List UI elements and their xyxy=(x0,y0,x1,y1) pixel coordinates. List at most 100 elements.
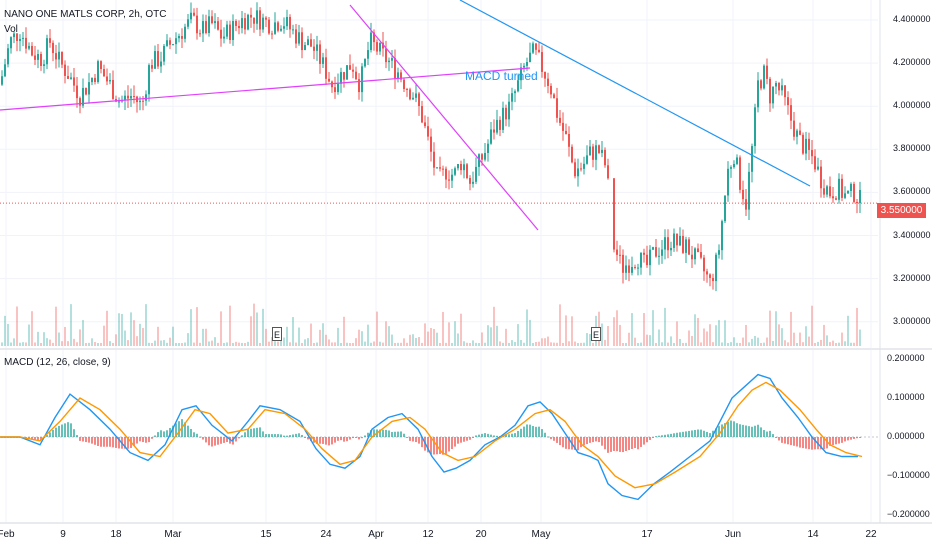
candle-body xyxy=(208,16,210,34)
macd-histogram-bar xyxy=(430,437,432,455)
volume-bar xyxy=(235,341,237,346)
macd-histogram-bar xyxy=(118,437,120,449)
candle-body xyxy=(337,83,339,93)
macd-histogram-bar xyxy=(715,428,717,437)
candle-body xyxy=(49,38,51,43)
earnings-marker[interactable]: E xyxy=(272,327,282,341)
volume-bar xyxy=(271,336,273,346)
macd-histogram-bar xyxy=(319,437,321,444)
macd-histogram-bar xyxy=(364,435,366,437)
time-axis-tick: 17 xyxy=(641,529,653,540)
candle-body xyxy=(640,252,642,268)
macd-histogram-bar xyxy=(607,437,609,453)
volume-bar xyxy=(217,342,219,346)
macd-histogram-bar xyxy=(637,437,639,450)
macd-histogram-bar xyxy=(664,434,666,437)
volume-bar xyxy=(601,323,603,346)
macd-histogram-bar xyxy=(628,437,630,451)
candle-body xyxy=(88,82,90,95)
earnings-marker[interactable]: E xyxy=(591,327,601,341)
candle-body xyxy=(856,201,858,204)
candle-body xyxy=(244,18,246,30)
volume-bar xyxy=(361,331,363,346)
macd-histogram-bar xyxy=(421,437,423,448)
macd-histogram-bar xyxy=(847,437,849,441)
macd-histogram-bar xyxy=(166,430,168,437)
volume-bar xyxy=(676,321,678,346)
volume-bar xyxy=(730,342,732,346)
candle-body xyxy=(469,178,471,184)
macd-histogram-bar xyxy=(472,437,474,438)
macd-histogram-bar xyxy=(223,437,225,443)
volume-bar xyxy=(355,338,357,346)
price-axis-tick: 4.400000 xyxy=(893,14,931,24)
candle-body xyxy=(145,94,147,101)
candle-body xyxy=(70,77,72,79)
macd-histogram-bar xyxy=(322,437,324,444)
candle-body xyxy=(85,87,87,95)
macd-histogram-bar xyxy=(859,437,861,438)
macd-histogram-bar xyxy=(460,437,462,443)
macd-histogram-bar xyxy=(406,437,408,438)
candle-body xyxy=(787,97,789,106)
volume-bar xyxy=(445,342,447,346)
candle-body xyxy=(319,44,321,64)
candle-body xyxy=(544,71,546,79)
candle-body xyxy=(40,53,42,66)
macd-histogram-bar xyxy=(748,426,750,437)
candle-body xyxy=(202,21,204,34)
candle-body xyxy=(94,77,96,82)
macd-histogram-bar xyxy=(850,437,852,440)
volume-bar xyxy=(796,342,798,346)
candle-body xyxy=(538,49,540,53)
macd-histogram-bar xyxy=(340,437,342,441)
candle-body xyxy=(418,93,420,107)
candle-body xyxy=(283,26,285,29)
candle-body xyxy=(373,32,375,43)
volume-bar xyxy=(634,337,636,346)
volume-bar xyxy=(130,312,132,346)
macd-histogram-bar xyxy=(457,437,459,444)
candle-body xyxy=(811,150,813,157)
candle-body xyxy=(529,52,531,62)
volume-bar xyxy=(76,342,78,346)
candle-body xyxy=(580,168,582,170)
candle-body xyxy=(445,168,447,180)
macd-histogram-bar xyxy=(622,437,624,453)
candle-body xyxy=(163,45,165,62)
volume-bar xyxy=(841,332,843,346)
volume-bar xyxy=(790,311,792,346)
volume-bar xyxy=(349,342,351,346)
candle-body xyxy=(322,57,324,64)
volume-bar xyxy=(307,338,309,346)
volume-bar xyxy=(859,329,861,346)
candle-body xyxy=(103,69,105,77)
candle-body xyxy=(340,72,342,84)
candle-body xyxy=(847,190,849,194)
candle-body xyxy=(343,72,345,80)
candle-body xyxy=(205,21,207,34)
volume-bar xyxy=(169,337,171,346)
volume-bar xyxy=(346,342,348,346)
candle-body xyxy=(817,166,819,170)
macd-histogram-bar xyxy=(73,429,75,437)
volume-bar xyxy=(157,326,159,346)
macd-histogram-bar xyxy=(49,432,51,437)
candle-body xyxy=(562,122,564,131)
macd-axis-tick: −0.200000 xyxy=(887,509,930,519)
volume-bar xyxy=(172,326,174,346)
macd-histogram-bar xyxy=(172,425,174,437)
macd-histogram-bar xyxy=(568,437,570,450)
volume-bar xyxy=(742,337,744,346)
macd-histogram-bar xyxy=(265,434,267,437)
macd-histogram-bar xyxy=(601,437,603,446)
candle-body xyxy=(838,178,840,200)
volume-bar xyxy=(340,342,342,346)
volume-bar xyxy=(562,342,564,346)
volume-bar xyxy=(412,334,414,346)
volume-bar xyxy=(31,311,33,346)
candle-body xyxy=(304,45,306,51)
volume-bar xyxy=(520,339,522,346)
volume-bar xyxy=(769,310,771,346)
